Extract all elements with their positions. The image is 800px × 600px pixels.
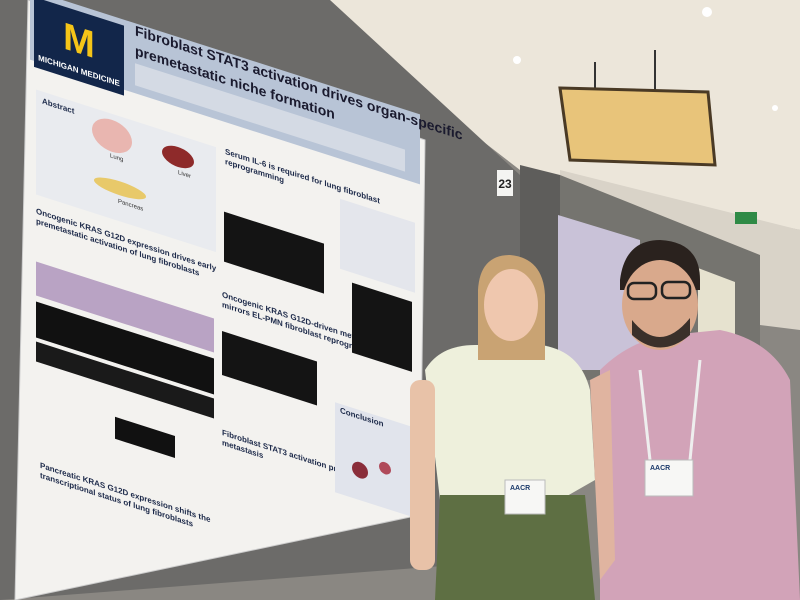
board-number-card bbox=[497, 170, 513, 196]
liver-icon bbox=[162, 145, 194, 169]
ceiling-light bbox=[513, 56, 521, 64]
image-panel bbox=[224, 211, 324, 294]
badge-label: AACR bbox=[510, 485, 530, 492]
pancreas-icon bbox=[94, 177, 146, 200]
glasses bbox=[660, 280, 692, 300]
person-shirt bbox=[425, 345, 595, 500]
person-beard bbox=[632, 318, 690, 348]
person-shirt bbox=[600, 330, 800, 600]
image-panel bbox=[222, 331, 317, 406]
image-panel bbox=[36, 341, 214, 419]
person-arm bbox=[410, 380, 435, 570]
lanyard bbox=[688, 359, 702, 461]
person-face bbox=[484, 269, 538, 341]
diagram-icon bbox=[379, 461, 391, 475]
ceiling bbox=[300, 0, 800, 230]
glasses bbox=[626, 281, 658, 301]
next-poster bbox=[698, 268, 735, 345]
author-block bbox=[135, 63, 405, 172]
lung-icon bbox=[92, 118, 132, 154]
abstract-panel bbox=[36, 89, 216, 253]
board-number: 23 bbox=[498, 177, 512, 191]
organ-label: Liver bbox=[178, 169, 191, 180]
lanyard bbox=[638, 369, 652, 461]
diagram-icon bbox=[352, 461, 368, 479]
badge bbox=[644, 459, 694, 497]
pendant-lamp bbox=[558, 86, 717, 167]
logo-block bbox=[34, 0, 124, 96]
ceiling-light bbox=[772, 105, 778, 111]
image-panel bbox=[352, 282, 412, 372]
histology-panel bbox=[36, 261, 214, 353]
conclusion-panel bbox=[335, 402, 415, 518]
person-trousers bbox=[435, 495, 595, 600]
image-panel bbox=[36, 301, 214, 395]
image-panel bbox=[115, 416, 175, 459]
logo-letter: M bbox=[63, 15, 95, 67]
next-poster bbox=[558, 215, 640, 370]
organ-label: Lung bbox=[110, 152, 124, 163]
text-panel bbox=[340, 198, 415, 293]
ceiling-light bbox=[702, 7, 712, 17]
badge-label: AACR bbox=[650, 465, 670, 472]
person-arm bbox=[590, 370, 615, 580]
exit-sign bbox=[735, 212, 757, 224]
badge bbox=[504, 479, 546, 515]
